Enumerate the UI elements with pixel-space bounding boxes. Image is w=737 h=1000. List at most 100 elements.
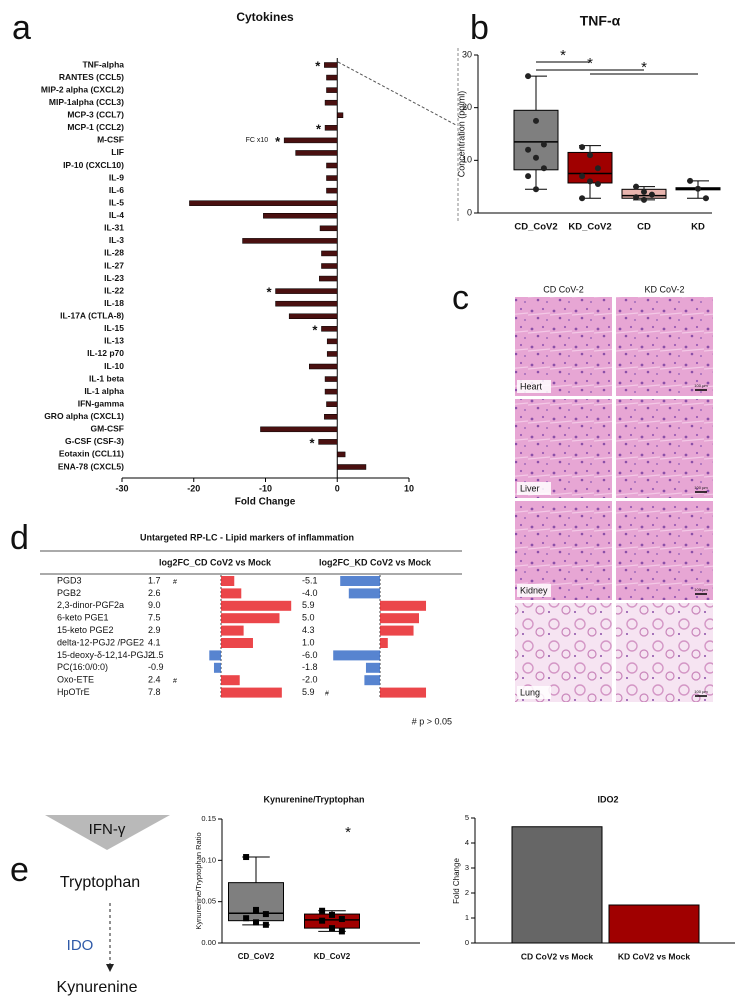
- panel-label: c: [452, 279, 469, 317]
- value-label: 2.4: [148, 675, 161, 685]
- y-tick-label: 20: [462, 102, 472, 112]
- y-tick-label: 0.10: [201, 855, 216, 864]
- y-tick-label: 0: [465, 938, 469, 947]
- micrograph: [515, 297, 612, 396]
- y-tick-label: 4: [465, 838, 469, 847]
- bar: [213, 662, 221, 673]
- annotation: *: [310, 435, 316, 450]
- y-tick-label: IL-13: [104, 336, 124, 346]
- bar: [324, 99, 338, 106]
- y-tick-label: IL-31: [104, 223, 124, 233]
- x-axis-label: Fold Change: [235, 497, 296, 508]
- micrograph: [515, 603, 612, 702]
- x-tick-label: -10: [259, 483, 272, 493]
- node: Tryptophan: [60, 874, 140, 891]
- row-label: PC(16:0/0:0): [57, 662, 108, 672]
- annotation: *: [641, 59, 647, 76]
- y-tick-label: MIP-2 alpha (CXCL2): [41, 84, 124, 94]
- bar: [326, 401, 338, 407]
- value-label: 7.8: [148, 687, 161, 697]
- flag: #: [325, 690, 329, 697]
- x-tick-label: CD CoV2 vs Mock: [521, 951, 594, 961]
- bar: [364, 675, 380, 686]
- y-tick-label: IP-10 (CXCL10): [63, 160, 124, 170]
- scale-label: 100 µm: [694, 587, 708, 592]
- bar: [275, 300, 338, 307]
- y-tick-label: MCP-3 (CCL7): [67, 110, 124, 120]
- row-label: Heart: [520, 381, 543, 391]
- point: [338, 928, 345, 935]
- point: [329, 925, 335, 932]
- bar: [321, 263, 338, 269]
- x-tick-label: CD: [637, 222, 651, 233]
- bar: [326, 87, 338, 93]
- row-label-bg: [517, 380, 551, 393]
- value-label: -2.0: [302, 675, 318, 685]
- bar: [319, 275, 338, 282]
- flag: #: [173, 678, 177, 685]
- y-tick-label: IL-1 alpha: [84, 386, 124, 396]
- y-tick-label: IL-12 p70: [87, 348, 124, 358]
- value-label: -0.9: [148, 662, 164, 672]
- point: [243, 854, 250, 861]
- bar: [221, 576, 235, 586]
- bar: [221, 675, 240, 686]
- point: [253, 919, 259, 926]
- point: [338, 916, 345, 923]
- row-label: PGD3: [57, 575, 82, 585]
- bar: [326, 187, 338, 194]
- point: [319, 907, 326, 914]
- y-tick-label: GM-CSF: [90, 424, 124, 434]
- value-label: 7.5: [148, 613, 161, 623]
- row-label-bg: [517, 686, 551, 699]
- value-label: 4.3: [302, 625, 315, 635]
- point: [633, 194, 640, 201]
- point: [594, 181, 601, 188]
- y-tick-label: IL-18: [104, 298, 124, 308]
- point: [525, 146, 532, 153]
- y-tick-label: G-CSF (CSF-3): [65, 436, 124, 446]
- column-header: log2FC_KD CoV2 vs Mock: [319, 557, 432, 567]
- y-tick-label: IL-23: [104, 273, 124, 283]
- y-tick-label: IL-6: [109, 185, 124, 195]
- row-label: PGB2: [57, 588, 81, 598]
- row-label: Kidney: [520, 585, 548, 595]
- y-tick-label: IL-22: [104, 285, 124, 295]
- row-label: delta-12-PGJ2 /PGE2: [57, 637, 144, 647]
- micrograph: [616, 399, 713, 498]
- y-tick-label: IL-3: [109, 235, 124, 245]
- value-label: -4.0: [302, 588, 318, 598]
- y-tick-label: 5: [465, 813, 469, 822]
- node: Kynurenine: [57, 979, 138, 996]
- value-label: 2.6: [148, 588, 161, 598]
- x-tick-label: KD: [691, 222, 705, 233]
- value-label: 1.7: [148, 575, 161, 585]
- bar: [189, 200, 338, 206]
- bar: [365, 662, 380, 673]
- annotation: *: [266, 285, 272, 300]
- y-tick-label: 0.05: [201, 897, 216, 906]
- bar: [242, 238, 338, 244]
- point: [533, 154, 539, 161]
- arrow: [106, 964, 114, 972]
- bar: [324, 376, 338, 382]
- y-tick-label: MCP-1 (CCL2): [67, 122, 124, 132]
- point: [329, 911, 335, 918]
- y-axis-label: Kynurenine/Tryptophan Ratio: [194, 832, 203, 929]
- y-tick-label: IL-9: [109, 172, 124, 182]
- y-tick-label: LIF: [111, 147, 124, 157]
- bar: [221, 625, 244, 636]
- bar: [309, 363, 338, 370]
- bar: [318, 439, 338, 445]
- x-tick-label: KD CoV2 vs Mock: [618, 951, 691, 961]
- point: [319, 917, 326, 924]
- y-tick-label: ENA-78 (CXCL5): [58, 461, 124, 471]
- point: [540, 141, 547, 148]
- point: [579, 144, 586, 151]
- micrograph: [515, 501, 612, 600]
- column-label: KD CoV-2: [644, 284, 684, 294]
- bar: [283, 137, 338, 144]
- panel-label: b: [470, 9, 489, 47]
- point: [594, 165, 601, 172]
